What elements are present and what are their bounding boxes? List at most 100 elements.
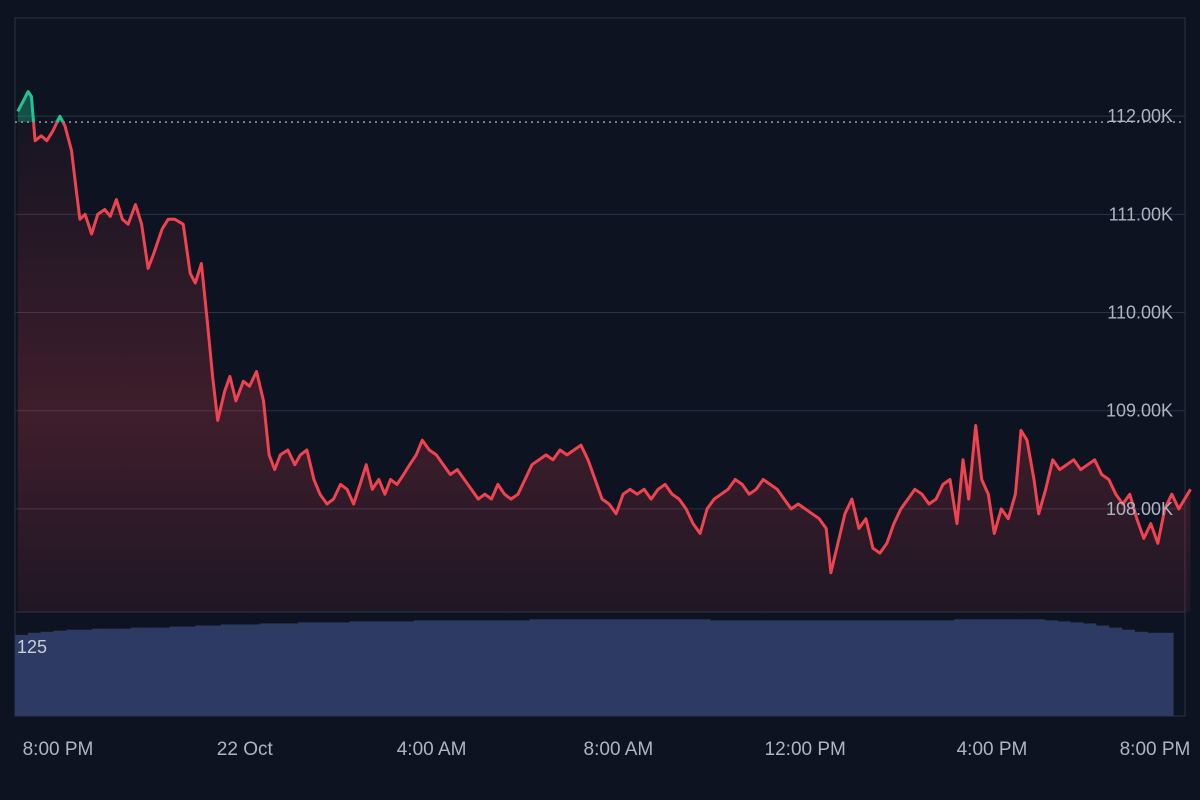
volume-bar (774, 620, 788, 716)
volume-bar (594, 619, 608, 716)
volume-bar (812, 620, 827, 716)
volume-bar (491, 620, 505, 716)
volume-bar (27, 632, 42, 716)
volume-bar (323, 622, 338, 716)
volume-bar (980, 619, 994, 716)
volume-bar (1057, 621, 1071, 716)
volume-bar (709, 620, 724, 716)
volume-bar (388, 621, 402, 716)
y-tick-label: 109.00K (1106, 401, 1173, 421)
volume-bar (208, 625, 222, 716)
volume-bar (748, 620, 762, 716)
volume-bar (542, 619, 556, 716)
y-tick-label: 112.00K (1107, 106, 1173, 126)
volume-bar (992, 619, 1007, 716)
volume-bar (105, 628, 119, 716)
volume-bar (182, 626, 196, 716)
volume-label: 125 (17, 637, 47, 657)
volume-bar (195, 625, 209, 716)
volume-bar (877, 620, 891, 716)
volume-bar (722, 620, 737, 716)
y-tick-label: 110.00K (1107, 303, 1173, 323)
volume-bar (696, 619, 711, 716)
volume-bar (864, 620, 878, 716)
x-tick-label: 4:00 AM (397, 739, 467, 760)
volume-bar (671, 619, 685, 716)
volume-bar (233, 624, 248, 716)
x-tick-label: 8:00 AM (584, 739, 654, 760)
x-tick-label: 8:00 PM (23, 739, 94, 760)
volume-bar (426, 620, 441, 716)
x-tick-label: 8:00 PM (1120, 739, 1191, 760)
volume-bar (606, 619, 621, 716)
volume-bar (439, 620, 454, 716)
volume-bar (568, 619, 582, 716)
y-tick-label: 111.00K (1109, 204, 1173, 224)
volume-bar (529, 619, 544, 716)
volume-bar (838, 620, 852, 716)
volume-bar (92, 628, 106, 716)
x-tick-label: 22 Oct (217, 739, 274, 760)
y-tick-label: 108.00K (1106, 499, 1173, 519)
volume-bar (954, 619, 968, 716)
volume-bar (645, 619, 659, 716)
volume-bar (1134, 631, 1148, 716)
volume-bar (619, 619, 634, 716)
volume-bar (79, 629, 93, 716)
volume-bar (1160, 632, 1174, 716)
volume-bar (902, 620, 917, 716)
volume-bar (452, 620, 466, 716)
volume-bar (1108, 627, 1123, 716)
volume-bar (117, 628, 132, 716)
volume-bar (349, 621, 363, 716)
volume-bar (1005, 619, 1020, 716)
volume-bar (632, 619, 647, 716)
volume-bar (1031, 619, 1045, 716)
volume-bar (516, 620, 531, 716)
volume-bar (967, 619, 981, 716)
volume-bar (246, 624, 261, 716)
volume-bar (735, 620, 749, 716)
volume-bar (581, 619, 595, 716)
price-area-up-fill (17, 91, 1191, 123)
volume-bar (40, 631, 55, 716)
volume-bar (1095, 625, 1110, 716)
volume-bar (915, 620, 930, 716)
volume-bar (413, 620, 428, 716)
volume-bar (285, 623, 299, 716)
volume-bar (130, 627, 145, 716)
volume-bar (658, 619, 672, 716)
volume-bar (375, 621, 389, 716)
volume-bar (1018, 619, 1033, 716)
volume-bar (53, 630, 68, 716)
price-area-fill (17, 122, 1191, 612)
volume-bar (928, 620, 942, 716)
volume-bar (555, 619, 569, 716)
volume-bar (478, 620, 492, 716)
volume-bar (156, 627, 170, 716)
volume-bar (799, 620, 814, 716)
volume-bar (259, 623, 273, 716)
x-tick-label: 4:00 PM (957, 739, 1028, 760)
volume-bar (298, 622, 312, 716)
volume-bar (503, 620, 518, 716)
volume-bar (1147, 632, 1161, 716)
volume-bar (362, 621, 376, 716)
volume-bar (1121, 629, 1135, 716)
volume-bar (465, 620, 479, 716)
volume-bar (1082, 623, 1097, 716)
volume-bar (889, 620, 904, 716)
volume-bar (15, 634, 29, 716)
volume-bar (66, 629, 80, 716)
volume-bar (825, 620, 840, 716)
volume-bar (169, 626, 183, 716)
volume-bar (1044, 620, 1058, 716)
volume-bar (220, 624, 235, 716)
volume-bar (401, 621, 415, 716)
price-line-down (32, 122, 1192, 575)
volume-bar (851, 620, 865, 716)
volume-bar (310, 622, 325, 716)
volume-bar (941, 620, 955, 716)
